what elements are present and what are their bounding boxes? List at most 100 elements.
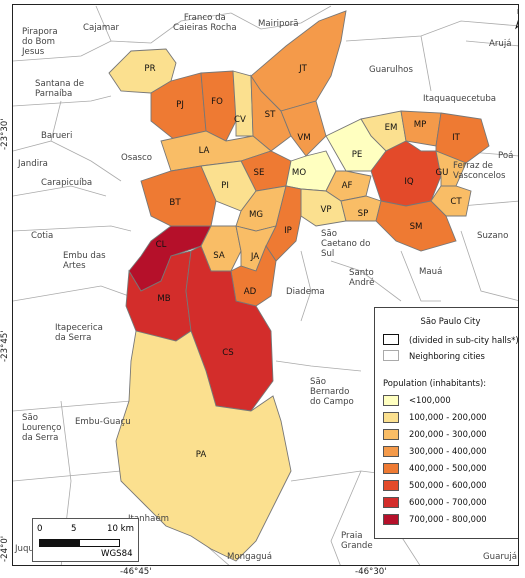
district-label-PA: PA	[195, 450, 207, 460]
city-label-diadema: Diadema	[286, 287, 325, 297]
city-label-ferraz: Ferraz de Vasconcelos	[453, 161, 506, 181]
district-label-CL: CL	[155, 240, 167, 250]
legend-city-entry: (divided in sub-city halls*)	[383, 334, 519, 345]
tick-lat-2: -23°45'	[0, 330, 10, 362]
legend-class-7: 700,000 - 800,000	[383, 513, 487, 525]
scale-segment-2	[79, 539, 120, 547]
scale-crs: WGS84	[101, 549, 133, 559]
legend-class-label: 300,000 - 400,000	[409, 446, 487, 456]
city-label-suzano: Suzano	[477, 231, 509, 241]
legend-swatch	[383, 462, 399, 474]
district-label-MP: MP	[413, 120, 427, 130]
city-label-praia-grande: Praia Grande	[341, 531, 373, 551]
scale-label-0: 0	[37, 524, 43, 534]
legend-swatch	[383, 445, 399, 457]
district-VM	[280, 100, 327, 157]
city-label-mairipora: Mairiporã	[258, 19, 299, 29]
scale-segment-1	[39, 539, 80, 547]
scale-bar: 0 5 10 km WGS84	[32, 518, 139, 562]
legend-class-6: 600,000 - 700,000	[383, 496, 487, 508]
legend-city-label: (divided in sub-city halls*)	[409, 334, 519, 345]
city-label-franco-da-rocha: Franco da Caieiras Rocha	[173, 13, 237, 33]
legend-city-swatch	[383, 334, 399, 345]
district-label-LA: LA	[198, 146, 210, 156]
city-label-cajamar: Cajamar	[83, 23, 120, 33]
city-label-cotia: Cotia	[31, 231, 54, 241]
districts-layer	[108, 10, 490, 562]
city-label-mongagua: Mongaguá	[227, 552, 273, 562]
legend-class-label: 100,000 - 200,000	[409, 412, 487, 422]
district-PA	[115, 330, 292, 562]
city-label-barueri: Barueri	[41, 131, 73, 141]
district-SM	[375, 200, 457, 252]
legend-neighbor-swatch	[383, 350, 399, 361]
city-label-carapicuiba: Carapicuíba	[41, 178, 93, 188]
city-label-santana: Santana de Parnaíba	[35, 79, 84, 99]
tick-lat-3: -24°0'	[0, 535, 10, 562]
district-label-JT: JT	[299, 64, 307, 74]
district-label-PI: PI	[221, 181, 229, 191]
district-label-PJ: PJ	[176, 100, 184, 110]
legend-class-4: 400,000 - 500,000	[383, 462, 487, 474]
district-label-GU: GU	[435, 168, 449, 178]
district-label-SE: SE	[253, 168, 265, 178]
city-label-itanhaem: Itanhaém	[128, 514, 169, 524]
legend-class-label: 500,000 - 600,000	[409, 480, 487, 490]
city-label-guarulhos: Guarulhos	[369, 65, 413, 75]
legend-swatch	[383, 394, 399, 406]
legend-class-5: 500,000 - 600,000	[383, 479, 487, 491]
legend-swatch	[383, 479, 399, 491]
district-label-EM: EM	[384, 123, 398, 133]
tick-lat-1: -23°30'	[0, 118, 10, 150]
district-BT	[140, 165, 217, 227]
city-label-jandira: Jandira	[18, 159, 48, 169]
district-label-BT: BT	[169, 198, 181, 208]
legend-class-label: 700,000 - 800,000	[409, 514, 487, 524]
legend-swatch	[383, 411, 399, 423]
district-PR	[108, 48, 177, 94]
district-label-VM: VM	[297, 133, 311, 143]
city-label-itapecerica: Itapecerica da Serra	[55, 323, 103, 343]
city-label-itaquaquecetuba: Itaquaquecetuba	[423, 94, 497, 104]
city-label-guaruja: Guarujá	[483, 552, 518, 562]
city-label-sao-caetano: São Caetano do Sul	[321, 229, 371, 259]
legend-title: São Paulo City	[420, 316, 481, 326]
scale-label-10: 10 km	[107, 524, 135, 534]
scale-label-5: 5	[71, 524, 77, 534]
district-label-IQ: IQ	[404, 177, 414, 187]
city-label-sao-bernardo: São Bernardo do Campo	[310, 377, 354, 407]
map-legend: São Paulo City (divided in sub-city hall…	[374, 307, 519, 539]
district-label-JA: JA	[250, 252, 260, 262]
district-label-IP: IP	[284, 226, 292, 236]
district-label-CT: CT	[450, 197, 462, 207]
district-label-VP: VP	[320, 205, 332, 215]
district-label-AF: AF	[341, 181, 353, 191]
city-label-poa: Poá	[498, 151, 514, 161]
district-CV	[232, 70, 254, 137]
city-label-santo-andre: Santo André	[349, 268, 375, 288]
district-label-MG: MG	[248, 210, 264, 220]
district-FO	[200, 70, 237, 142]
tick-lon-2: -46°30'	[355, 567, 387, 577]
legend-class-3: 300,000 - 400,000	[383, 445, 487, 457]
map-frame: Pirapora do Bom Jesus Cajamar Franco da …	[12, 4, 519, 566]
legend-class-label: 200,000 - 300,000	[409, 429, 487, 439]
legend-neighbor-entry: Neighboring cities	[383, 350, 485, 361]
district-label-MO: MO	[291, 168, 307, 178]
city-label-pirapora: Pirapora do Bom Jesus	[22, 27, 58, 57]
legend-class-label: <100,000	[409, 395, 451, 405]
district-label-CS: CS	[222, 348, 234, 358]
legend-class-label: 400,000 - 500,000	[409, 463, 487, 473]
district-label-PR: PR	[144, 64, 156, 74]
legend-class-1: 100,000 - 200,000	[383, 411, 487, 423]
legend-neighbor-label: Neighboring cities	[409, 350, 485, 361]
legend-swatch	[383, 496, 399, 508]
district-label-MB: MB	[157, 294, 171, 304]
district-label-SP: SP	[357, 209, 369, 219]
tick-lon-1: -46°45'	[120, 567, 152, 577]
city-label-sao-lourenco: São Lourenço da Serra	[22, 413, 62, 443]
district-label-IT: IT	[452, 133, 460, 143]
city-label-maua: Mauá	[419, 267, 443, 277]
city-label-osasco: Osasco	[121, 153, 152, 163]
legend-pop-title: Population (inhabitants):	[383, 378, 487, 388]
